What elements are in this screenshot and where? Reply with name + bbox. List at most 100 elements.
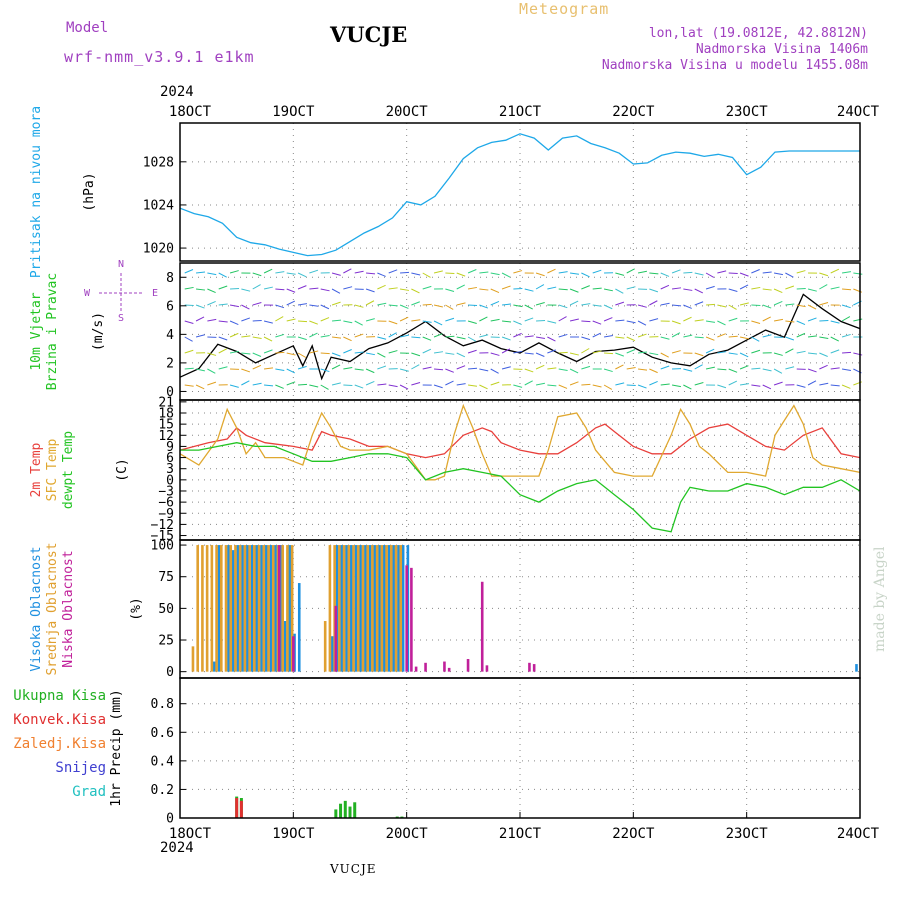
wind-arrow — [445, 304, 454, 310]
bar-niska-oblacnost — [292, 636, 295, 672]
meteogram-title: Meteogram — [519, 0, 610, 18]
wind-arrow — [547, 349, 556, 354]
bar-visoka-oblacnost — [378, 545, 381, 672]
wind-arrow — [263, 320, 273, 324]
precip-legend-konvek-kisa: Konvek.Kisa — [13, 712, 106, 728]
wind-arrow — [535, 352, 545, 357]
wind-arrow — [501, 366, 511, 370]
wind-arrow — [309, 350, 319, 354]
bar-srednja-oblacnost — [253, 545, 256, 672]
ytick-label-precip: 0.4 — [151, 754, 175, 769]
wind-arrow — [592, 384, 602, 388]
wind-arrow — [830, 349, 840, 354]
wind-arrow — [309, 269, 319, 274]
wind-arrow — [207, 300, 216, 306]
bar-srednja-oblacnost — [390, 545, 393, 672]
wind-arrow — [773, 352, 783, 356]
wind-arrow — [456, 284, 465, 290]
ytick-label-clouds: 100 — [151, 539, 174, 554]
wind-arrow — [434, 368, 444, 371]
wind-arrow — [581, 336, 591, 341]
wind-arrow — [569, 318, 579, 322]
line-dewpt-temp — [180, 442, 861, 533]
wind-arrow — [717, 368, 727, 371]
ylabel-pressure: (hPa) — [82, 172, 97, 211]
wind-arrow — [331, 352, 341, 357]
wind-arrow — [807, 288, 817, 292]
xtick-label-bottom: 18OCT — [169, 826, 212, 842]
wind-arrow — [807, 304, 817, 310]
wind-arrow — [207, 352, 217, 356]
wind-arrow — [229, 350, 239, 354]
wind-arrow — [241, 304, 250, 310]
compass-label: W — [84, 288, 91, 299]
bar-visoka-oblacnost — [382, 545, 386, 672]
wind-arrow — [694, 288, 704, 294]
wind-arrow — [751, 367, 761, 370]
wind-arrow — [535, 382, 545, 386]
bar-srednja-oblacnost — [262, 545, 266, 672]
wind-arrow — [298, 320, 308, 323]
wind-arrow — [558, 384, 568, 389]
wind-arrow — [705, 285, 715, 290]
bar-visoka-oblacnost — [269, 545, 273, 672]
wind-arrow — [399, 316, 409, 322]
wind-arrow — [615, 272, 625, 276]
wind-arrow — [411, 382, 421, 386]
wind-arrow — [399, 368, 409, 372]
wind-arrow — [796, 304, 806, 308]
wind-arrow — [275, 384, 284, 389]
wind-arrow — [275, 271, 285, 274]
wind-arrow — [479, 316, 488, 322]
wind-arrow — [331, 301, 341, 306]
wind-arrow — [467, 336, 477, 342]
wind-arrow — [807, 317, 817, 322]
wind-arrow — [762, 368, 772, 372]
wind-arrow — [626, 349, 636, 354]
wind-arrow — [241, 368, 251, 373]
panel-frame-precip — [179, 677, 861, 819]
wind-arrow — [637, 333, 647, 338]
wind-arrow — [388, 320, 398, 325]
wind-arrow — [320, 368, 330, 373]
ytick-label-wind: 6 — [166, 299, 174, 314]
wind-arrow — [399, 304, 409, 309]
wind-arrow — [819, 272, 829, 277]
wind-arrow — [445, 272, 455, 275]
ytick-label-precip: 0.8 — [151, 697, 174, 712]
wind-arrow — [660, 284, 670, 290]
wind-arrow — [207, 368, 216, 374]
wind-arrow — [739, 365, 749, 370]
wind-arrow — [388, 384, 398, 388]
wind-arrow — [320, 304, 330, 310]
wind-arrow — [558, 316, 567, 322]
wind-arrow — [252, 336, 262, 340]
wind-arrow — [739, 302, 749, 306]
wind-arrow — [195, 334, 205, 338]
wind-arrow — [467, 286, 478, 290]
wind-arrow — [728, 317, 738, 322]
bar-niska-oblacnost — [414, 666, 418, 672]
bar-srednja-oblacnost — [371, 545, 374, 672]
wind-arrow — [717, 304, 727, 308]
wind-arrow — [842, 351, 852, 354]
ylabel-clouds: Niska Oblacnost — [61, 550, 76, 667]
wind-arrow — [581, 383, 591, 386]
wind-arrow — [569, 352, 579, 356]
wind-arrow — [354, 270, 364, 274]
wind-arrow — [195, 304, 205, 309]
frame-layer — [179, 122, 861, 819]
lonlat-label: lon,lat (19.0812E, 42.8812N) — [648, 26, 868, 41]
wind-arrow — [433, 384, 443, 389]
wind-arrow — [456, 352, 466, 358]
ytick-label-temperature: 12 — [158, 429, 174, 444]
wind-arrow — [547, 320, 557, 324]
wind-arrow — [728, 304, 737, 310]
wind-arrow — [218, 285, 228, 290]
wind-arrow — [275, 316, 284, 322]
wind-arrow — [241, 288, 251, 292]
bar-visoka-oblacnost — [250, 545, 254, 672]
station-title: VUCJE — [330, 22, 408, 47]
elevation-label: Nadmorska Visina 1406m — [695, 42, 868, 57]
compass-label: S — [118, 313, 124, 324]
